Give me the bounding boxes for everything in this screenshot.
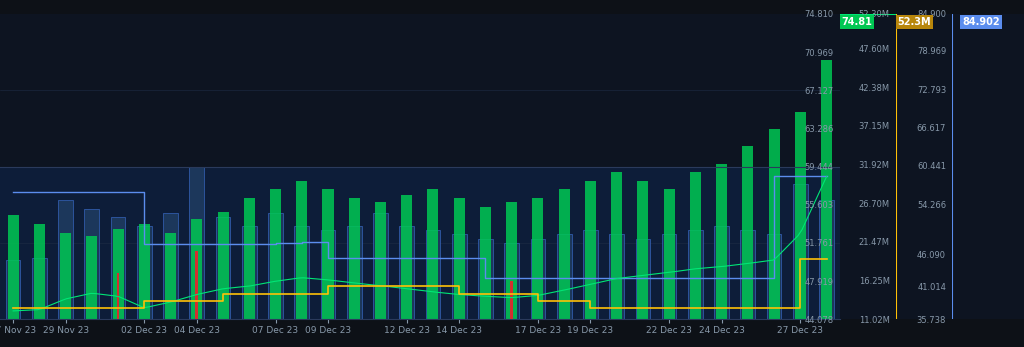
Bar [427, 189, 438, 319]
Bar [609, 235, 624, 319]
Bar [611, 172, 623, 319]
Bar [347, 226, 361, 319]
Bar [163, 213, 178, 319]
Bar [769, 129, 779, 319]
Bar [244, 198, 255, 319]
Bar [196, 251, 199, 319]
Text: 74.81: 74.81 [842, 17, 872, 27]
Bar [715, 226, 729, 319]
Bar [242, 226, 257, 319]
Bar [86, 236, 97, 319]
Bar [321, 230, 335, 319]
Bar [690, 172, 700, 319]
Bar [716, 163, 727, 319]
Bar [662, 235, 677, 319]
Bar [6, 260, 20, 319]
Bar [740, 230, 755, 319]
Bar [85, 209, 99, 319]
Bar [399, 226, 414, 319]
Bar [323, 189, 334, 319]
Bar [452, 235, 467, 319]
Bar [111, 218, 125, 319]
Bar [139, 224, 150, 319]
Bar [688, 230, 702, 319]
Bar [216, 218, 230, 319]
Bar [32, 258, 47, 319]
Bar [636, 239, 650, 319]
Bar [506, 202, 517, 319]
Bar [270, 189, 281, 319]
Bar [373, 213, 388, 319]
Bar [505, 243, 519, 319]
Bar [217, 212, 228, 319]
Text: 84.902: 84.902 [963, 17, 999, 27]
Bar [60, 233, 71, 319]
Bar [426, 230, 440, 319]
Bar [295, 226, 309, 319]
Bar [559, 189, 569, 319]
Bar [117, 273, 120, 319]
Bar [793, 184, 808, 319]
Bar [637, 181, 648, 319]
Bar [401, 195, 413, 319]
Bar [742, 146, 754, 319]
Bar [795, 112, 806, 319]
Bar [34, 224, 45, 319]
Bar [767, 235, 781, 319]
Bar [510, 281, 513, 319]
Bar [375, 202, 386, 319]
Bar [585, 181, 596, 319]
Bar [58, 201, 73, 319]
Bar [165, 233, 176, 319]
Bar [191, 219, 203, 319]
Bar [7, 215, 18, 319]
Text: 52.3M: 52.3M [898, 17, 931, 27]
Bar [478, 239, 493, 319]
Bar [819, 201, 834, 319]
Bar [113, 229, 124, 319]
Bar [189, 167, 204, 319]
Bar [296, 181, 307, 319]
Bar [137, 226, 152, 319]
Bar [530, 239, 545, 319]
Bar [454, 198, 465, 319]
Bar [268, 213, 283, 319]
Bar [664, 189, 675, 319]
Bar [532, 198, 544, 319]
Bar [480, 207, 490, 319]
Bar [583, 230, 598, 319]
Bar [0, 167, 840, 319]
Bar [821, 60, 833, 319]
Bar [557, 235, 571, 319]
Bar [349, 198, 359, 319]
